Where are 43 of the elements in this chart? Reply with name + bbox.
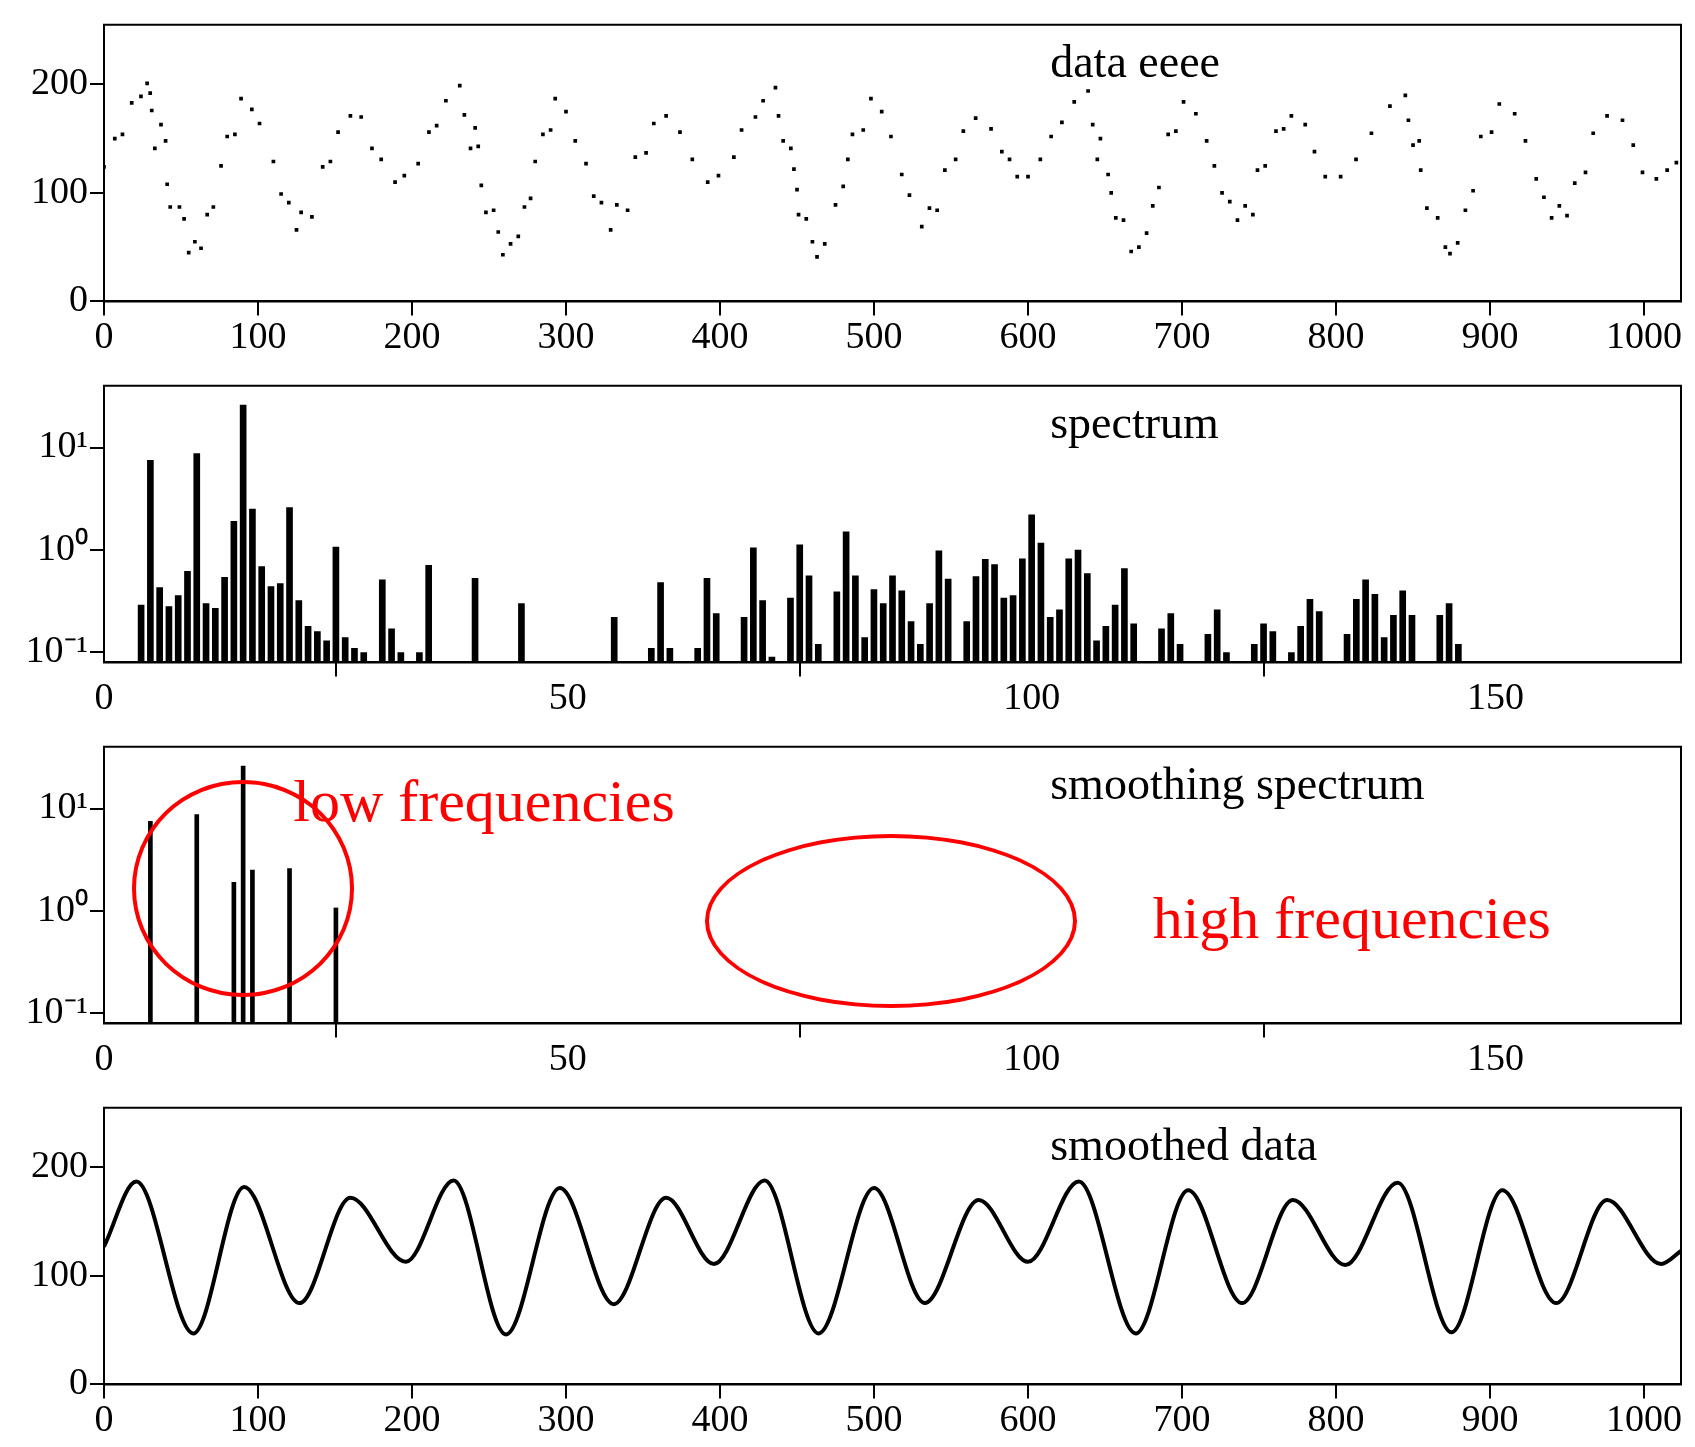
x-tick-label: 50 — [548, 1036, 587, 1079]
y-tick-label: 10⁰ — [37, 525, 88, 568]
x-tick-label: 500 — [845, 314, 903, 357]
x-tick-label: 100 — [1003, 1036, 1061, 1079]
x-tick-label: 800 — [1307, 314, 1365, 357]
x-tick-label: 150 — [1466, 675, 1524, 718]
annotation: high frequencies — [1152, 884, 1551, 951]
x-tick-label: 300 — [537, 314, 595, 357]
x-tick-label: 600 — [999, 1397, 1057, 1440]
y-tick-label: 10⁻¹ — [25, 989, 88, 1032]
x-tick-label: 400 — [691, 314, 749, 357]
chart-title: smoothed data — [1050, 1119, 1318, 1171]
x-tick-label: 600 — [999, 314, 1057, 357]
chart-title: spectrum — [1050, 397, 1220, 449]
x-tick-label: 200 — [383, 314, 441, 357]
y-tick-label: 10⁰ — [37, 886, 88, 929]
y-tick-label: 10¹ — [38, 423, 88, 466]
x-tick-label: 900 — [1461, 314, 1519, 357]
x-tick-label: 200 — [383, 1397, 441, 1440]
y-tick-label: 0 — [69, 1360, 88, 1403]
x-tick-label: 100 — [229, 314, 287, 357]
y-tick-label: 100 — [31, 1251, 88, 1294]
x-tick-label: 900 — [1461, 1397, 1519, 1440]
y-tick-label: 10⁻¹ — [25, 628, 88, 671]
x-tick-label: 700 — [1153, 1397, 1211, 1440]
x-tick-label: 150 — [1466, 1036, 1524, 1079]
y-tick-label: 10¹ — [38, 784, 88, 827]
x-tick-label: 1000 — [1606, 1397, 1683, 1440]
x-tick-label: 50 — [548, 675, 587, 718]
x-tick-label: 300 — [537, 1397, 595, 1440]
x-tick-label: 400 — [691, 1397, 749, 1440]
x-tick-label: 800 — [1307, 1397, 1365, 1440]
y-tick-label: 100 — [31, 168, 88, 211]
x-tick-label: 500 — [845, 1397, 903, 1440]
x-tick-label: 100 — [1003, 675, 1061, 718]
x-tick-label: 100 — [229, 1397, 287, 1440]
y-tick-label: 200 — [31, 60, 88, 103]
x-tick-label: 700 — [1153, 314, 1211, 357]
y-tick-label: 200 — [31, 1143, 88, 1186]
y-tick-label: 0 — [69, 277, 88, 320]
chart-title: smoothing spectrum — [1050, 758, 1425, 810]
x-tick-label: 1000 — [1606, 314, 1683, 357]
chart-title: data eeee — [1050, 36, 1220, 88]
